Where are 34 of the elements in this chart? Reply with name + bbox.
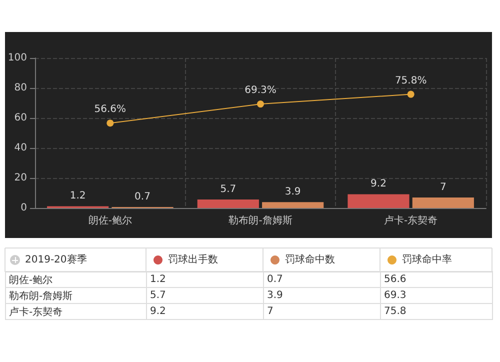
text: 75.8 bbox=[380, 304, 492, 320]
category-label: 朗佐-鲍尔 bbox=[6, 272, 146, 288]
text: 5.7 bbox=[146, 288, 264, 304]
y-tick-label: 40 bbox=[14, 142, 27, 154]
legend-label: 罚球命中率 bbox=[402, 254, 452, 266]
y-tick-label: 60 bbox=[14, 112, 27, 124]
category-label: 卢卡-东契奇 bbox=[6, 304, 146, 320]
data-label: 69.3% bbox=[244, 85, 276, 96]
data-label: 56.6% bbox=[94, 104, 126, 116]
text: 0.7 bbox=[264, 272, 380, 288]
text: 56.6 bbox=[380, 272, 492, 288]
x-tick-label: 卢卡-东契奇 bbox=[384, 214, 438, 226]
legend-label: 罚球出手数 bbox=[168, 254, 218, 266]
y-tick-label: 80 bbox=[14, 82, 27, 94]
legend-title: 2019-20赛季 bbox=[25, 254, 87, 266]
x-tick-label: 勒布朗-詹姆斯 bbox=[228, 214, 292, 226]
y-tick-label: 20 bbox=[14, 172, 27, 184]
data-label: 7 bbox=[440, 182, 446, 193]
data-label: 75.8% bbox=[394, 75, 427, 86]
text: 1.2 bbox=[146, 272, 264, 288]
data-label: 0.7 bbox=[134, 191, 150, 202]
data-label: 1.2 bbox=[70, 190, 86, 202]
data-label: 9.2 bbox=[370, 178, 386, 190]
data-label: 3.9 bbox=[284, 186, 301, 198]
text: 3.9 bbox=[264, 288, 380, 304]
data-label: 5.7 bbox=[220, 184, 236, 195]
category-label: 勒布朗-詹姆斯 bbox=[6, 288, 146, 304]
legend-label: 罚球命中数 bbox=[285, 254, 335, 266]
y-tick-label: 100 bbox=[8, 52, 27, 64]
text: 7 bbox=[264, 304, 380, 320]
y-tick-label: 0 bbox=[20, 202, 27, 214]
text: 9.2 bbox=[146, 304, 264, 320]
x-tick-label: 朗佐-鲍尔 bbox=[88, 214, 132, 226]
text: 69.3 bbox=[380, 288, 492, 304]
